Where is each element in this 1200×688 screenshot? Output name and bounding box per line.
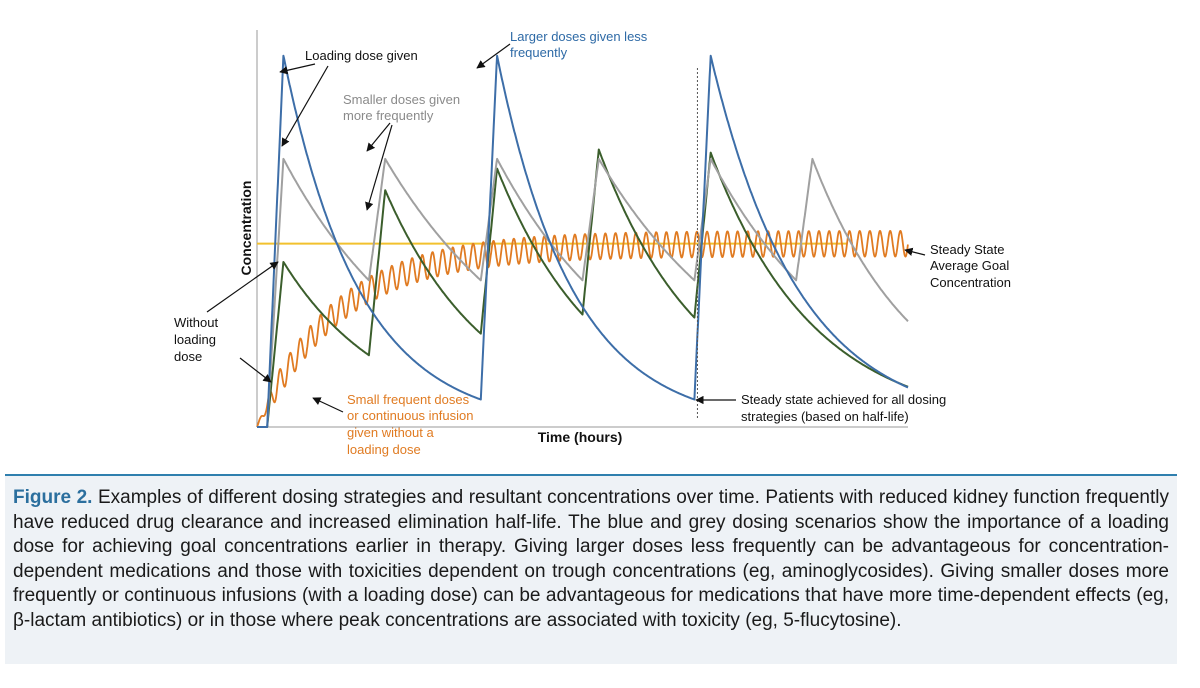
- figure-caption: Figure 2. Examples of different dosing s…: [13, 486, 1169, 633]
- svg-text:Loading dose given: Loading dose given: [305, 48, 418, 63]
- annotation-small-frequent-doses: Small frequent doses or continuous infus…: [312, 392, 477, 457]
- annotation-smaller-doses: Smaller doses given more frequently: [343, 92, 464, 211]
- svg-text:Steady state achieved for all: Steady state achieved for all dosing str…: [741, 392, 950, 424]
- annotation-larger-doses: Larger doses given less frequently: [476, 29, 651, 69]
- figure-caption-box: Figure 2. Examples of different dosing s…: [5, 474, 1177, 664]
- pk-dosing-chart: Concentration Time (hours) Loading dose …: [174, 29, 1013, 457]
- annotation-steady-state-goal: Steady State Average Goal Concentration: [904, 242, 1013, 290]
- series-line-grey: [257, 157, 909, 428]
- svg-text:Smaller doses given more: Smaller doses given more frequently: [343, 92, 464, 123]
- annotation-steady-state-achieved: Steady state achieved for all dosing str…: [695, 392, 950, 424]
- annotation-without-loading-dose: Without loading dose: [174, 261, 279, 383]
- series-line-blue: [257, 54, 909, 428]
- svg-text:Small frequent doses or: Small frequent doses or continuous infus…: [347, 392, 477, 457]
- svg-text:Larger doses given less: Larger doses given less frequently: [510, 29, 651, 60]
- series-line-green: [257, 148, 909, 428]
- annotation-loading-dose: Loading dose given: [279, 48, 418, 147]
- svg-text:Without loading do: Without loading dose: [174, 315, 222, 364]
- figure-label: Figure 2.: [13, 487, 93, 508]
- y-axis-label: Concentration: [238, 181, 254, 276]
- svg-text:Steady State Average Goa: Steady State Average Goal Concentration: [930, 242, 1013, 290]
- x-axis-label: Time (hours): [538, 429, 623, 445]
- caption-text: Examples of different dosing strategies …: [13, 487, 1169, 631]
